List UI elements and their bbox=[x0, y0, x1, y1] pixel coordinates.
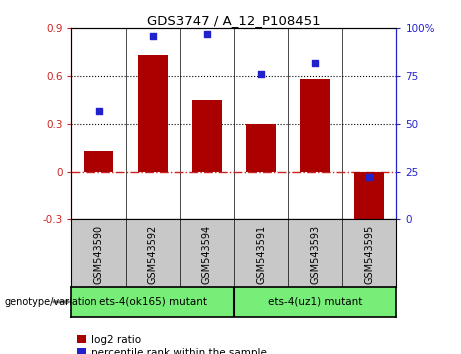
Text: ets-4(ok165) mutant: ets-4(ok165) mutant bbox=[99, 297, 207, 307]
Point bbox=[366, 175, 373, 180]
Title: GDS3747 / A_12_P108451: GDS3747 / A_12_P108451 bbox=[147, 14, 321, 27]
Text: GSM543593: GSM543593 bbox=[310, 225, 320, 284]
Point bbox=[149, 33, 156, 39]
Bar bbox=[246, 124, 276, 172]
Point bbox=[312, 60, 319, 65]
Point bbox=[203, 31, 211, 37]
Text: GSM543590: GSM543590 bbox=[94, 225, 104, 284]
Bar bbox=[138, 56, 168, 172]
Point bbox=[257, 72, 265, 77]
Text: ets-4(uz1) mutant: ets-4(uz1) mutant bbox=[268, 297, 362, 307]
Text: genotype/variation: genotype/variation bbox=[5, 297, 97, 307]
Text: GSM543592: GSM543592 bbox=[148, 225, 158, 284]
Bar bbox=[300, 79, 330, 172]
Legend: log2 ratio, percentile rank within the sample: log2 ratio, percentile rank within the s… bbox=[77, 335, 267, 354]
Bar bbox=[83, 151, 113, 172]
Bar bbox=[192, 100, 222, 172]
Bar bbox=[355, 172, 384, 227]
Text: GSM543594: GSM543594 bbox=[202, 225, 212, 284]
Point bbox=[95, 108, 102, 113]
Text: GSM543595: GSM543595 bbox=[364, 225, 374, 284]
Text: GSM543591: GSM543591 bbox=[256, 225, 266, 284]
